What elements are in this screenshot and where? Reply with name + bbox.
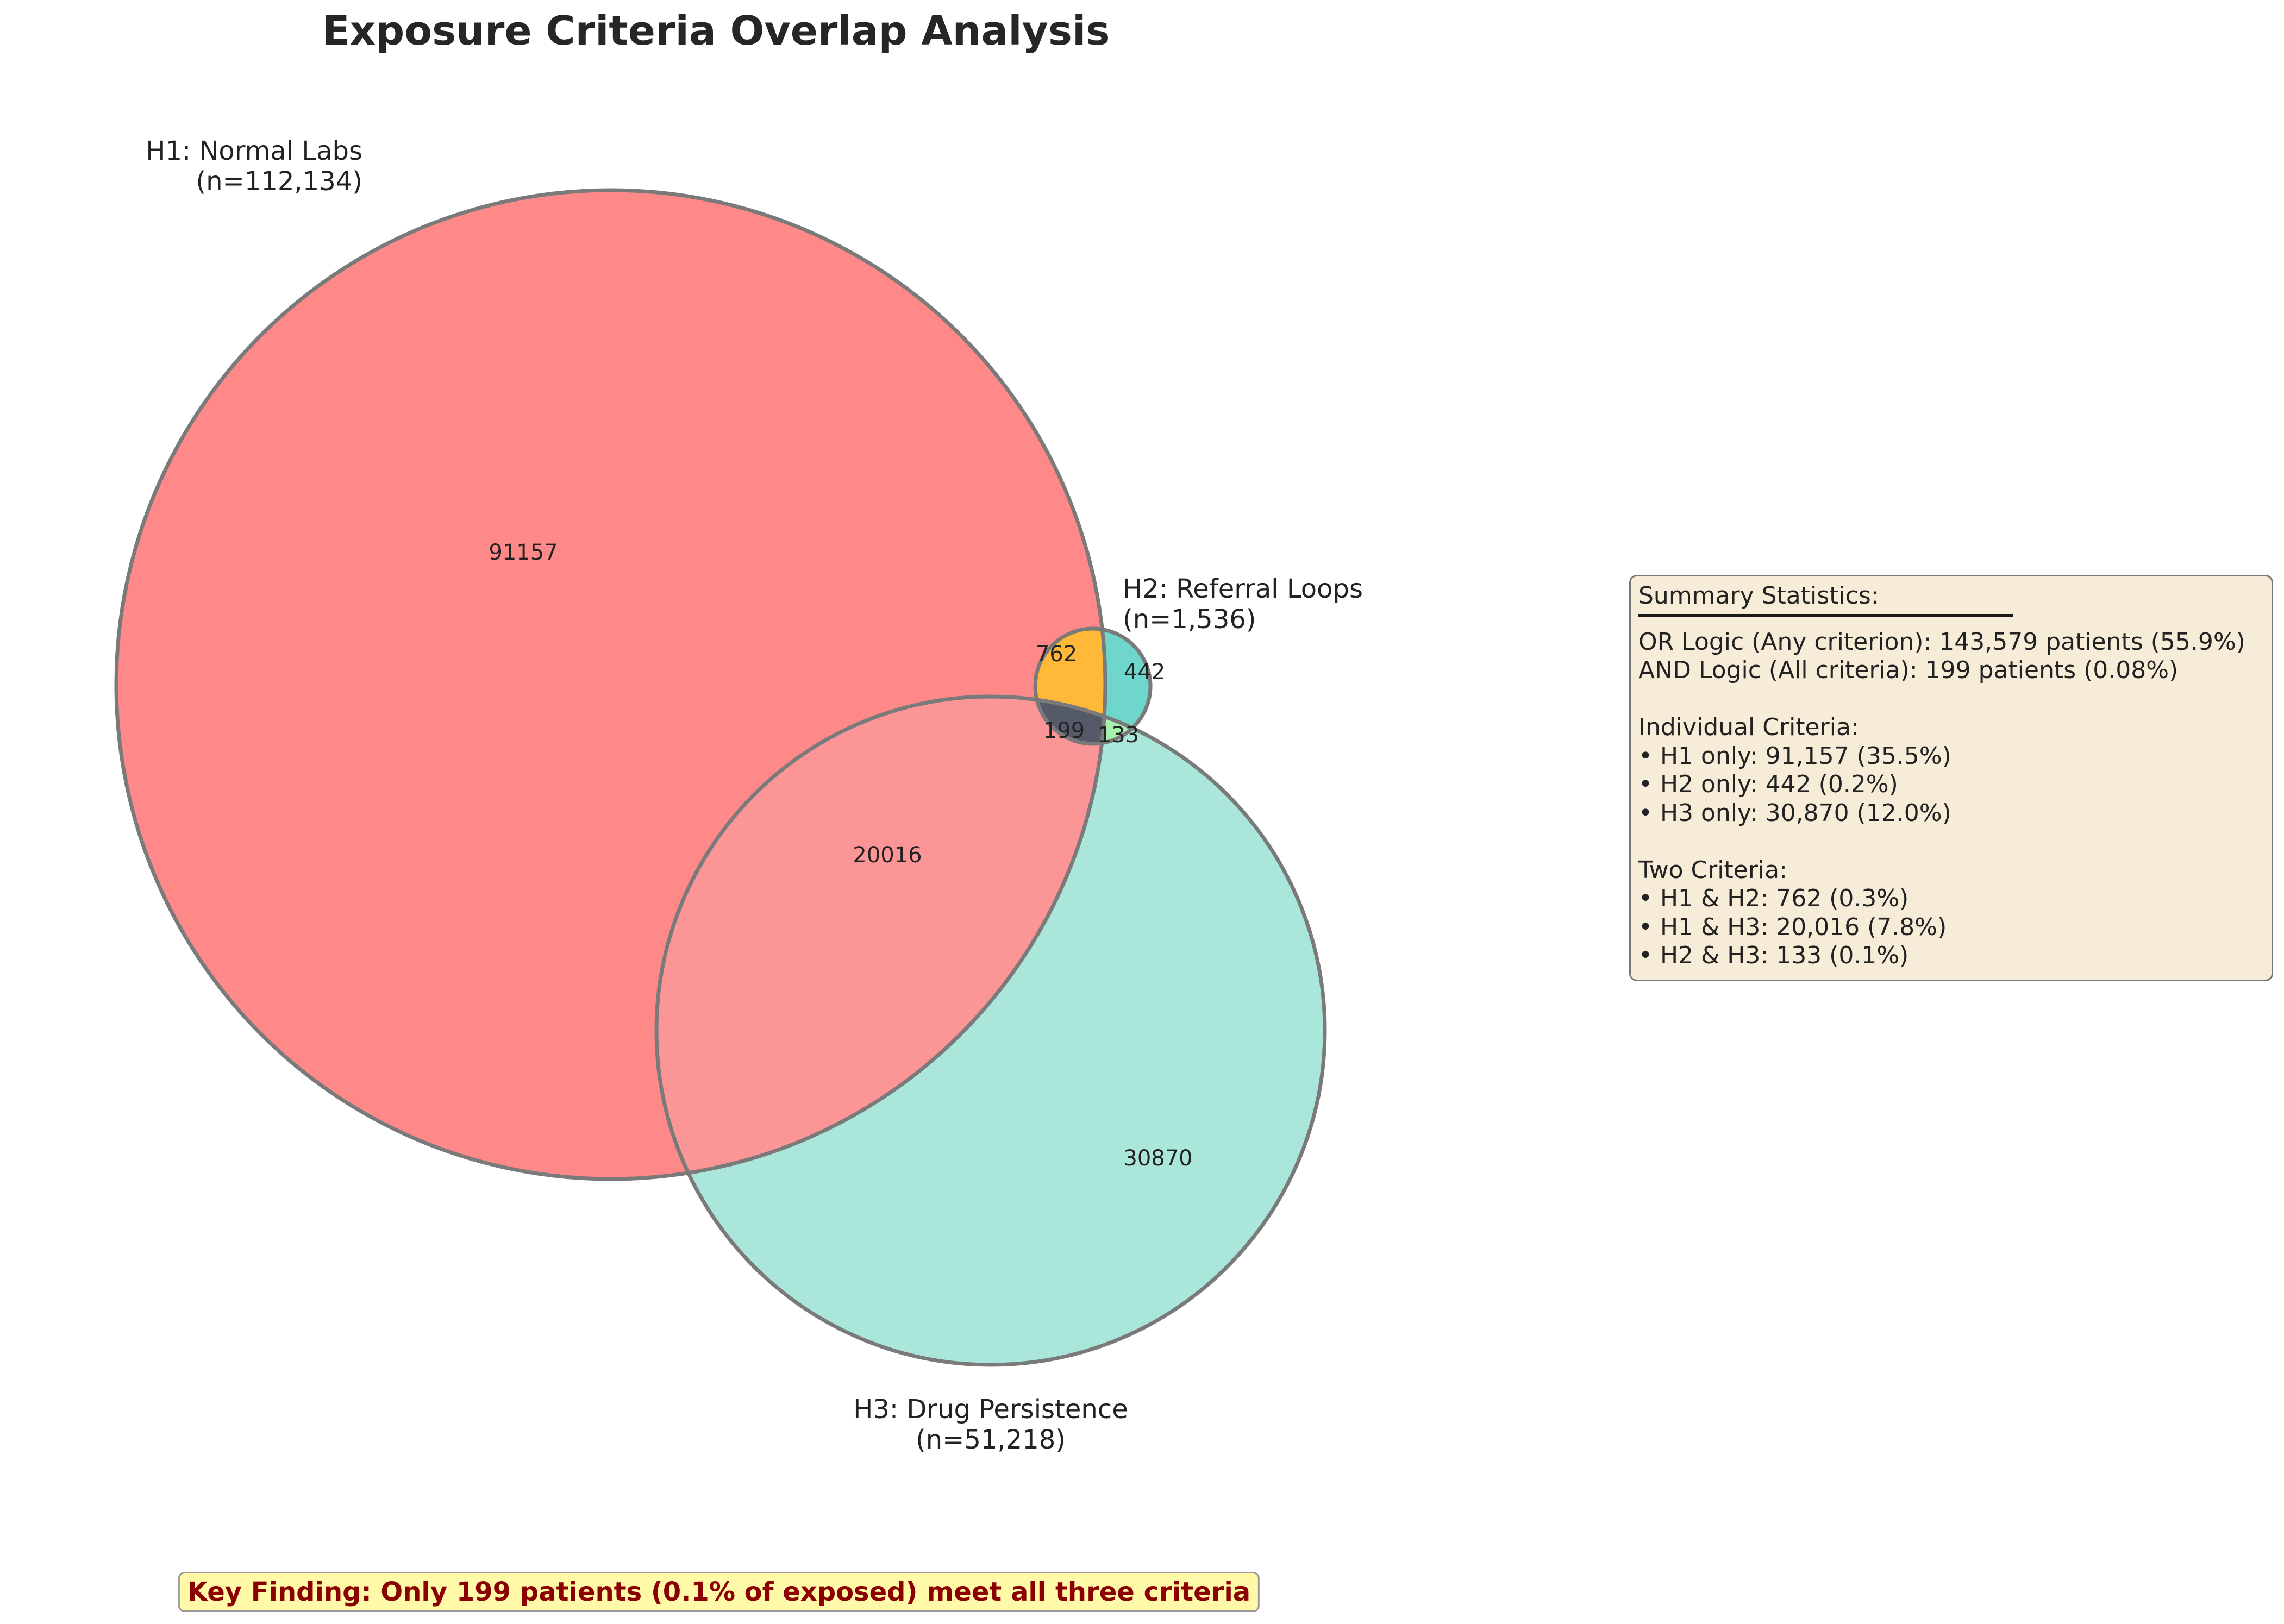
region-count-h1-h2-h3: 199 (1043, 718, 1085, 743)
summary-line: • H1 only: 91,157 (35.5%) (1638, 742, 1951, 770)
circle-h2-outline (1033, 626, 1153, 746)
summary-line: AND Logic (All criteria): 199 patients (… (1638, 656, 2179, 684)
summary-line: • H1 & H3: 20,016 (7.8%) (1638, 913, 1947, 941)
summary-heading: Summary Statistics: (1638, 582, 1879, 610)
summary-line: Two Criteria: (1638, 856, 1787, 884)
summary-divider (1638, 613, 2013, 617)
summary-line (1638, 827, 2264, 856)
circle-h3-outline (654, 694, 1327, 1367)
set-count-h3: (n=51,218) (915, 1425, 1066, 1455)
summary-statistics-box: Summary Statistics: OR Logic (Any criter… (1629, 575, 2273, 981)
summary-line: • H1 & H2: 762 (0.3%) (1638, 885, 1909, 912)
set-name-h1: H1: Normal Labs (146, 136, 362, 166)
set-count-h2: (n=1,536) (1123, 604, 1256, 635)
set-label-h1: H1: Normal Labs (n=112,134) (146, 136, 362, 197)
region-count-h1-only: 91157 (489, 540, 558, 565)
region-count-h2-h3: 133 (1097, 723, 1140, 748)
summary-line: • H2 only: 442 (0.2%) (1638, 770, 1898, 798)
circle-h1-outline (114, 188, 1107, 1181)
region-count-h2-only: 442 (1123, 660, 1166, 685)
set-name-h3: H3: Drug Persistence (853, 1394, 1128, 1425)
region-count-h3-only: 30870 (1123, 1146, 1193, 1171)
summary-line (1638, 685, 2264, 714)
summary-line: • H3 only: 30,870 (12.0%) (1638, 799, 1951, 827)
summary-line: Individual Criteria: (1638, 713, 1859, 741)
set-label-h2: H2: Referral Loops (n=1,536) (1123, 574, 1363, 635)
set-count-h1: (n=112,134) (196, 166, 362, 197)
chart-title: Exposure Criteria Overlap Analysis (322, 8, 1110, 54)
region-count-h1-h2: 762 (1035, 642, 1078, 667)
key-finding-banner: Key Finding: Only 199 patients (0.1% of … (178, 1572, 1260, 1612)
summary-line: OR Logic (Any criterion): 143,579 patien… (1638, 628, 2245, 656)
region-h1-h2-h3 (1035, 697, 1105, 744)
summary-line: • H2 & H3: 133 (0.1%) (1638, 942, 1909, 969)
region-count-h1-h3: 20016 (853, 843, 922, 868)
set-name-h2: H2: Referral Loops (1123, 574, 1363, 604)
